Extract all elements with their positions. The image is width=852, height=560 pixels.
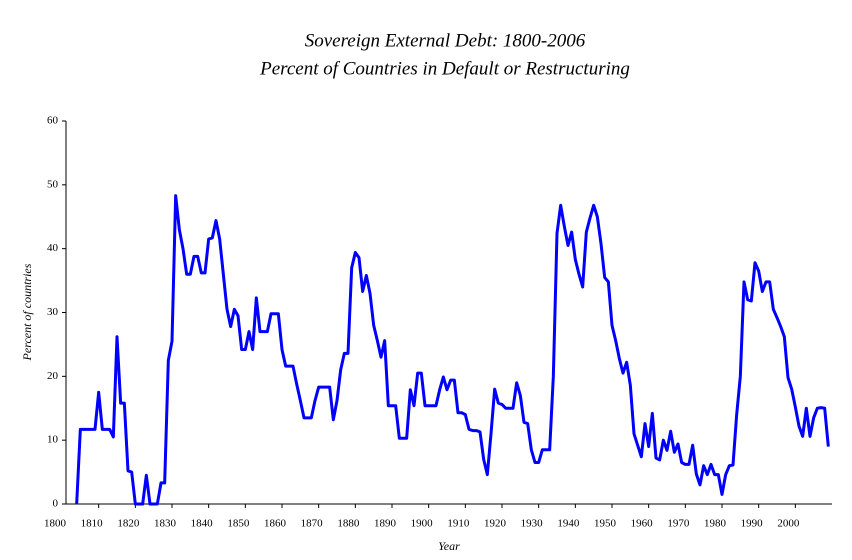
x-tick-label: 1890 [374, 518, 397, 530]
x-tick-label: 1860 [264, 518, 287, 530]
y-axis-label: Percent of countries [20, 263, 34, 361]
x-tick-label: 1880 [337, 518, 360, 530]
x-tick-label: 1970 [667, 518, 690, 530]
x-tick-label: 1850 [227, 518, 250, 530]
x-tick-label: 1810 [81, 518, 104, 530]
x-tick-label: 1980 [704, 518, 727, 530]
x-tick-label: 2000 [777, 518, 800, 530]
x-tick-label: 1820 [117, 518, 140, 530]
chart-subtitle: Percent of Countries in Default or Restr… [259, 58, 630, 79]
x-tick-label: 1870 [301, 518, 324, 530]
y-tick-label: 10 [47, 434, 59, 446]
x-tick-label: 1950 [594, 518, 617, 530]
x-tick-label: 1960 [631, 518, 654, 530]
x-tick-label: 1800 [44, 518, 67, 530]
x-tick-label: 1930 [521, 518, 544, 530]
x-tick-label: 1830 [154, 518, 177, 530]
x-axis-label: Year [438, 539, 460, 553]
x-tick-label: 1920 [484, 518, 507, 530]
y-tick-label: 30 [47, 306, 59, 318]
y-tick-label: 0 [53, 498, 59, 510]
y-tick-label: 20 [47, 370, 59, 382]
data-line [75, 194, 830, 506]
chart-title: Sovereign External Debt: 1800-2006 [305, 30, 586, 51]
y-tick-label: 40 [47, 242, 59, 254]
y-tick-label: 50 [47, 178, 59, 190]
x-tick-label: 1900 [411, 518, 434, 530]
x-tick-label: 1990 [741, 518, 764, 530]
x-tick-label: 1910 [447, 518, 470, 530]
y-tick-label: 60 [47, 115, 59, 127]
x-tick-label: 1840 [191, 518, 214, 530]
x-tick-label: 1940 [557, 518, 580, 530]
